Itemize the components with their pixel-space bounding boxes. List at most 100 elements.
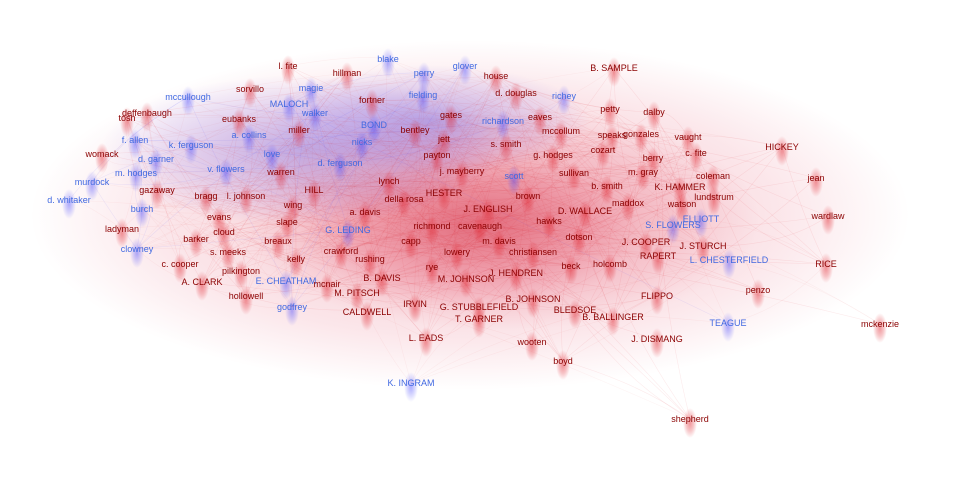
node-label: gazaway [139, 185, 175, 195]
node-glow [334, 240, 348, 270]
network-edge [277, 94, 424, 242]
network-edge [141, 204, 294, 214]
network-edge [431, 266, 576, 311]
network-edge [414, 303, 729, 324]
node-label: magie [299, 83, 324, 93]
network-edge [134, 139, 341, 164]
network-edge [422, 94, 580, 238]
network-edge [562, 360, 691, 420]
network-edge [381, 192, 445, 279]
node-label: speaks [598, 130, 627, 140]
network-edge [431, 116, 541, 268]
node-glow [696, 235, 710, 265]
node-label: deffenbaugh [122, 108, 172, 118]
network-edge [141, 180, 390, 210]
node-glow [115, 218, 129, 248]
network-edge [381, 277, 480, 320]
network-edge [287, 57, 389, 67]
node-glow [304, 77, 318, 107]
node-label: eubanks [222, 114, 257, 124]
node-label: glover [453, 61, 478, 71]
node-glow [416, 84, 430, 114]
node-glow [556, 350, 570, 380]
node-glow [444, 104, 458, 134]
network-edge [410, 306, 480, 384]
node-glow [873, 313, 887, 343]
node-label: lundstrum [694, 192, 734, 202]
node-label: K. HAMMER [654, 182, 706, 192]
node-label: D. WALLACE [558, 206, 612, 216]
network-edge [369, 120, 504, 260]
node-glow [634, 123, 648, 153]
network-edge [548, 220, 704, 248]
network-edge [450, 114, 572, 267]
node-label: boyd [553, 356, 573, 366]
node-label: clowney [121, 244, 154, 254]
node-label: f. allen [122, 135, 149, 145]
network-edge [190, 144, 433, 227]
node-glow [360, 301, 374, 331]
network-edge [419, 94, 433, 268]
node-label: sorvillo [236, 84, 264, 94]
node-label: M. PITSCH [334, 288, 380, 298]
node-glow [526, 241, 540, 271]
network-edge [245, 65, 466, 297]
node-glow [279, 270, 293, 300]
node-label: a. davis [349, 207, 381, 217]
node-label: J. COOPER [622, 237, 671, 247]
network-edge [385, 58, 412, 242]
network-edge [277, 129, 416, 242]
network-edge [223, 198, 405, 233]
network-edge [248, 134, 366, 213]
node-glow [425, 215, 439, 245]
node-label: blake [377, 54, 399, 64]
network-edge [371, 99, 629, 204]
node-label: m. gray [628, 167, 659, 177]
node-glow [459, 268, 473, 298]
node-glow [239, 185, 253, 215]
network-edge [286, 129, 416, 223]
node-glow [150, 179, 164, 209]
node-label: mckenzie [861, 319, 899, 329]
network-edge [381, 186, 681, 279]
node-glow [606, 306, 620, 336]
network-edge [423, 72, 517, 94]
network-edge [498, 134, 613, 242]
node-label: coleman [696, 171, 730, 181]
network-edge [356, 272, 517, 295]
node-label: rushing [355, 254, 385, 264]
network-edge [205, 195, 297, 260]
node-glow [751, 279, 765, 309]
node-label: maddox [612, 198, 645, 208]
network-edge [225, 168, 704, 247]
network-edge [450, 114, 604, 151]
network-edge [657, 255, 729, 324]
node-glow [363, 248, 377, 278]
node-glow [408, 119, 422, 149]
network-edge [410, 175, 515, 242]
network-edge [612, 177, 817, 318]
node-label: hillman [333, 68, 362, 78]
network-edge [574, 259, 730, 311]
network-edge [190, 72, 348, 146]
network-edge [201, 65, 289, 283]
node-glow [375, 267, 389, 297]
node-glow [647, 101, 661, 131]
network-edge [700, 218, 827, 265]
network-edge [326, 283, 416, 305]
node-glow [600, 175, 614, 205]
network-edge [456, 172, 575, 253]
network-edge [195, 72, 425, 240]
network-edge [288, 103, 729, 324]
node-label: perry [414, 68, 435, 78]
network-edge [364, 208, 489, 221]
node-glow [675, 193, 689, 223]
network-edge [574, 309, 691, 420]
node-glow [350, 282, 364, 312]
node-glow [458, 55, 472, 85]
network-edge [195, 153, 273, 240]
node-glow [603, 98, 617, 128]
node-glow [651, 245, 665, 275]
node-label: IRVIN [403, 299, 427, 309]
node-label: evans [207, 212, 232, 222]
